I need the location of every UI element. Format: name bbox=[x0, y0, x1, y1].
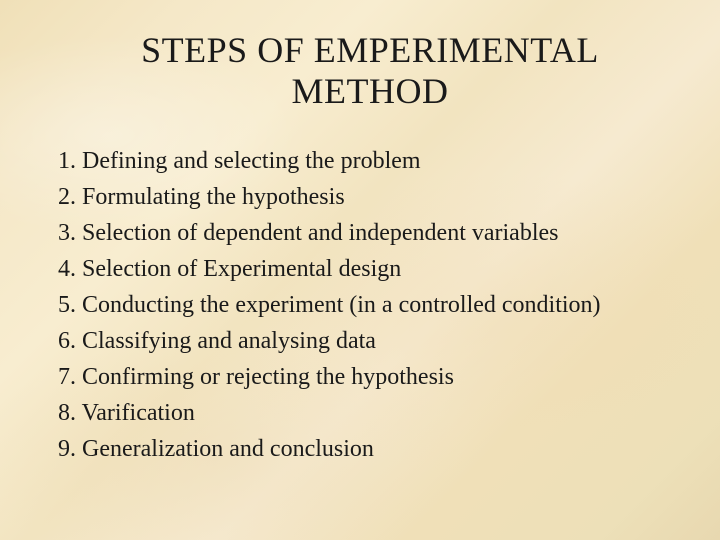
list-item: 4. Selection of Experimental design bbox=[58, 251, 670, 287]
list-item: 6. Classifying and analysing data bbox=[58, 323, 670, 359]
steps-list: 1. Defining and selecting the problem 2.… bbox=[50, 143, 670, 467]
list-item: 8. Varification bbox=[58, 395, 670, 431]
slide-container: STEPS OF EMPERIMENTAL METHOD 1. Defining… bbox=[0, 0, 720, 540]
list-item: 5. Conducting the experiment (in a contr… bbox=[58, 287, 670, 323]
slide-title: STEPS OF EMPERIMENTAL METHOD bbox=[50, 30, 670, 113]
list-item: 1. Defining and selecting the problem bbox=[58, 143, 670, 179]
list-item: 2. Formulating the hypothesis bbox=[58, 179, 670, 215]
list-item: 3. Selection of dependent and independen… bbox=[58, 215, 670, 251]
list-item: 7. Confirming or rejecting the hypothesi… bbox=[58, 359, 670, 395]
list-item: 9. Generalization and conclusion bbox=[58, 431, 670, 467]
